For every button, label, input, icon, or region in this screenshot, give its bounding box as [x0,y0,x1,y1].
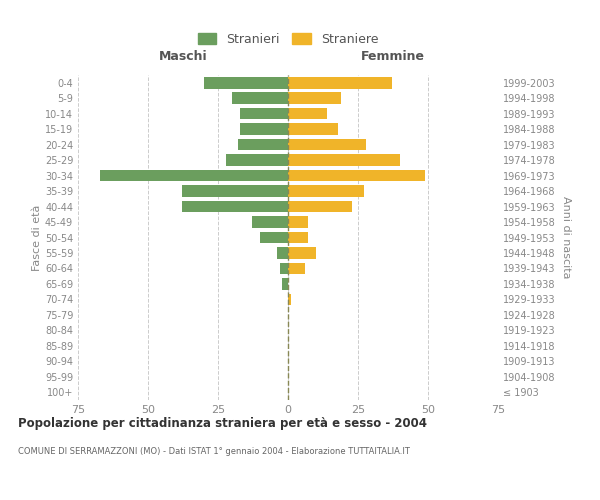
Text: Femmine: Femmine [361,50,425,62]
Bar [288,139,367,150]
Y-axis label: Anni di nascita: Anni di nascita [561,196,571,279]
Bar [288,170,425,181]
Bar [288,262,305,274]
Bar [288,232,308,243]
Bar [226,154,288,166]
Bar [288,92,341,104]
Bar [288,216,308,228]
Bar [280,262,288,274]
Bar [288,124,338,135]
Text: COMUNE DI SERRAMAZZONI (MO) - Dati ISTAT 1° gennaio 2004 - Elaborazione TUTTAITA: COMUNE DI SERRAMAZZONI (MO) - Dati ISTAT… [18,448,410,456]
Text: Maschi: Maschi [158,50,208,62]
Legend: Stranieri, Straniere: Stranieri, Straniere [194,29,382,50]
Bar [251,216,288,228]
Bar [288,294,291,305]
Bar [204,77,288,88]
Bar [241,108,288,120]
Bar [288,200,352,212]
Bar [182,186,288,197]
Text: Popolazione per cittadinanza straniera per età e sesso - 2004: Popolazione per cittadinanza straniera p… [18,418,427,430]
Bar [100,170,288,181]
Y-axis label: Fasce di età: Fasce di età [32,204,42,270]
Bar [283,278,288,289]
Bar [277,247,288,259]
Bar [182,200,288,212]
Bar [288,108,327,120]
Bar [288,77,392,88]
Bar [241,124,288,135]
Bar [260,232,288,243]
Bar [288,247,316,259]
Bar [232,92,288,104]
Bar [238,139,288,150]
Bar [288,154,400,166]
Bar [288,186,364,197]
